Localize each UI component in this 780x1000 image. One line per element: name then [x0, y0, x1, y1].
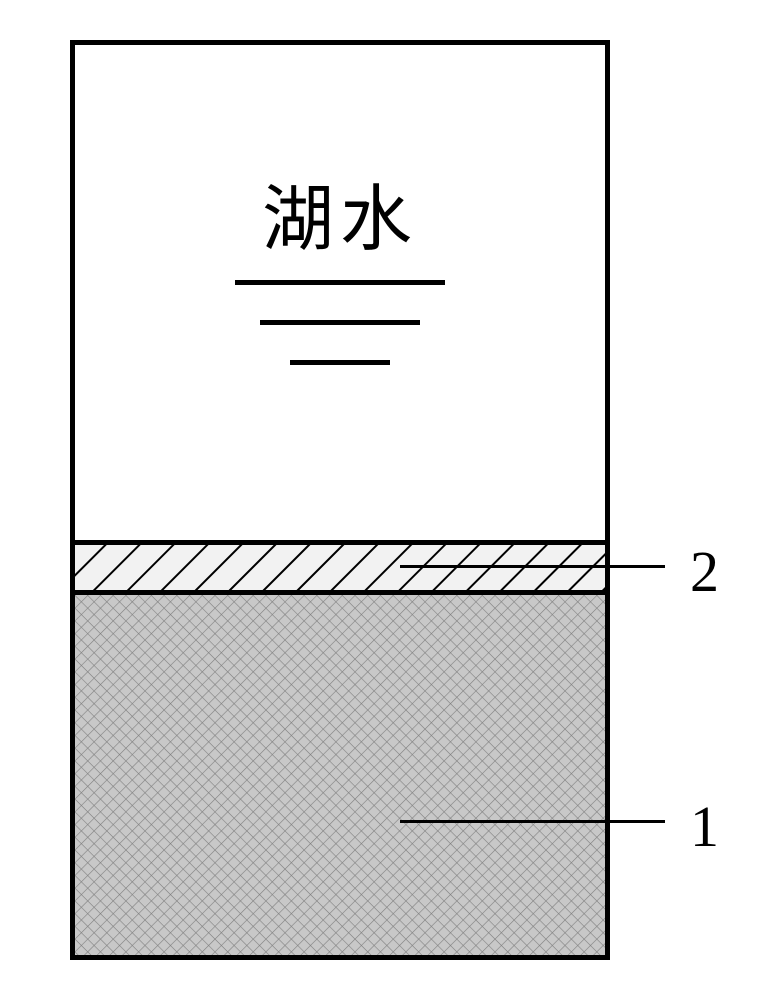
hatched-bottom-border	[75, 590, 605, 595]
callout-label-2: 2	[690, 538, 719, 605]
water-surface-line-3	[290, 360, 390, 365]
leader-line-2	[400, 565, 665, 568]
crosshatch-pattern-svg	[75, 595, 605, 955]
water-surface-line-1	[235, 280, 445, 285]
leader-line-1	[400, 820, 665, 823]
water-region: 湖水	[75, 45, 605, 540]
water-label: 湖水	[75, 160, 605, 265]
callout-label-1: 1	[690, 793, 719, 860]
hatched-top-border	[75, 540, 605, 545]
water-surface-line-2	[260, 320, 420, 325]
crosshatch-layer	[75, 595, 605, 955]
